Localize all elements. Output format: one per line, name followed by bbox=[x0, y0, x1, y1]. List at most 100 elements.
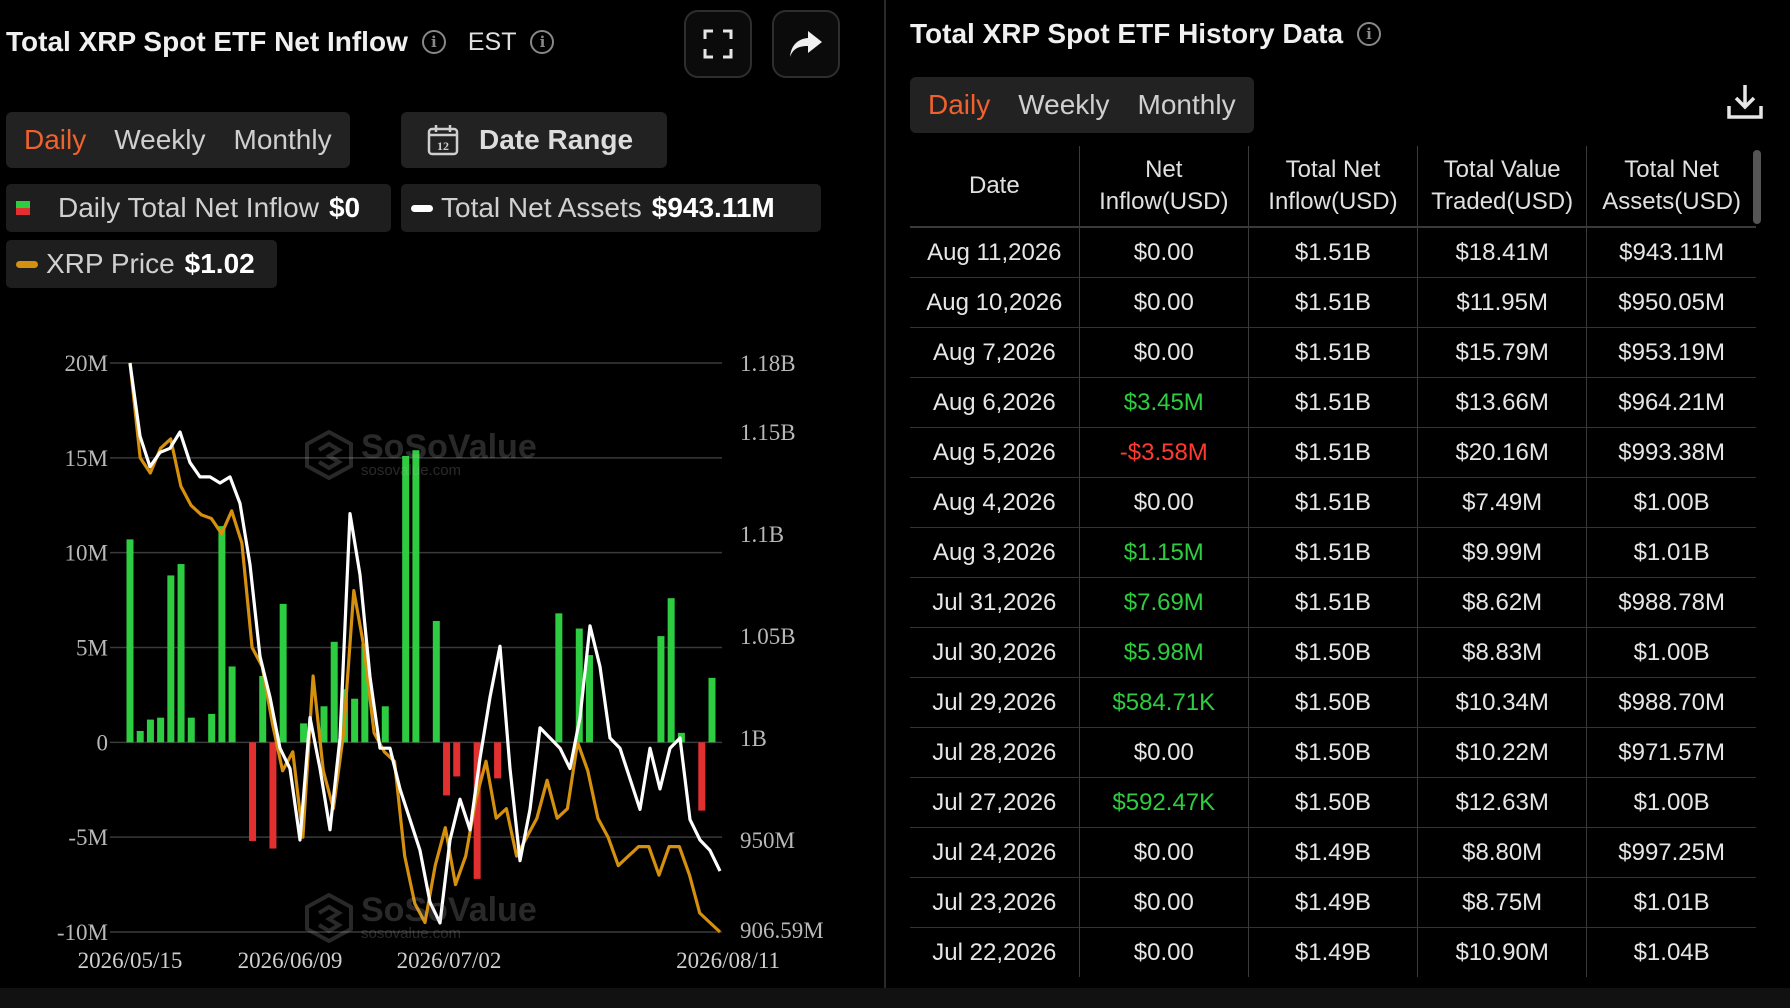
cell-date: Jul 31,2026 bbox=[910, 577, 1080, 628]
tab-monthly[interactable]: Monthly bbox=[233, 124, 332, 155]
cell-net: $0.00 bbox=[1078, 927, 1249, 977]
inflow-bar bbox=[412, 450, 420, 743]
cell-traded: $8.80M bbox=[1417, 827, 1587, 878]
cell-net: $7.69M bbox=[1078, 577, 1249, 628]
cell-total-inflow: $1.50B bbox=[1247, 677, 1418, 728]
inflow-bar bbox=[249, 742, 257, 841]
cell-total-inflow: $1.49B bbox=[1247, 927, 1418, 977]
cell-net: $0.00 bbox=[1078, 277, 1249, 328]
cell-assets: $1.00B bbox=[1586, 627, 1756, 678]
cell-traded: $13.66M bbox=[1417, 377, 1587, 428]
calendar-icon: 12 bbox=[427, 125, 459, 156]
share-button[interactable] bbox=[772, 10, 840, 78]
download-icon[interactable] bbox=[1725, 82, 1765, 122]
cell-assets: $950.05M bbox=[1586, 277, 1756, 328]
table-row: Aug 3,2026 $1.15M $1.51B $9.99M $1.01B bbox=[910, 527, 1756, 578]
history-tab-weekly[interactable]: Weekly bbox=[1018, 89, 1110, 120]
column-header[interactable]: Total Net Inflow(USD) bbox=[1247, 146, 1418, 228]
history-tab-daily[interactable]: Daily bbox=[928, 89, 991, 120]
history-title: Total XRP Spot ETF History Data i bbox=[910, 18, 1382, 50]
cell-date: Jul 30,2026 bbox=[910, 627, 1080, 678]
cell-net: $5.98M bbox=[1078, 627, 1249, 678]
column-header[interactable]: Net Inflow(USD) bbox=[1078, 146, 1249, 228]
x-tick-label: 2026/06/09 bbox=[238, 948, 343, 973]
cell-total-inflow: $1.50B bbox=[1247, 627, 1418, 678]
history-panel: Total XRP Spot ETF History Data i Daily … bbox=[887, 0, 1790, 1008]
left-tick-label: -5M bbox=[68, 825, 108, 850]
cell-total-inflow: $1.50B bbox=[1247, 777, 1418, 828]
cell-assets: $964.21M bbox=[1586, 377, 1756, 428]
assets-swatch bbox=[411, 204, 433, 212]
cell-assets: $1.01B bbox=[1586, 527, 1756, 578]
inflow-bar bbox=[167, 575, 175, 743]
table-row: Aug 5,2026 -$3.58M $1.51B $20.16M $993.38M bbox=[910, 427, 1756, 478]
legend-assets[interactable]: Total Net Assets $943.11M bbox=[401, 184, 821, 232]
cell-traded: $20.16M bbox=[1417, 427, 1587, 478]
cell-net: $1.15M bbox=[1078, 527, 1249, 578]
inflow-bar bbox=[187, 717, 195, 743]
right-tick-label: 950M bbox=[740, 828, 795, 853]
cell-date: Aug 5,2026 bbox=[910, 427, 1080, 478]
inflow-bar bbox=[698, 742, 706, 811]
x-tick-label: 2026/05/15 bbox=[78, 948, 183, 973]
cell-total-inflow: $1.51B bbox=[1247, 226, 1418, 278]
column-header[interactable]: Date bbox=[910, 146, 1080, 228]
inflow-bar bbox=[146, 719, 154, 743]
cell-net: $0.00 bbox=[1078, 727, 1249, 778]
fullscreen-icon bbox=[703, 29, 733, 59]
cell-net: $0.00 bbox=[1078, 877, 1249, 928]
table-row: Jul 31,2026 $7.69M $1.51B $8.62M $988.78M bbox=[910, 577, 1756, 628]
x-tick-label: 2026/08/11 bbox=[676, 948, 780, 973]
legend-price[interactable]: XRP Price $1.02 bbox=[6, 240, 277, 288]
table-row: Jul 22,2026 $0.00 $1.49B $10.90M $1.04B bbox=[910, 927, 1756, 977]
history-table-wrapper[interactable]: Date Net Inflow(USD) Total Net Inflow(USD) To… bbox=[910, 146, 1756, 980]
cell-date: Aug 6,2026 bbox=[910, 377, 1080, 428]
table-row: Aug 10,2026 $0.00 $1.51B $11.95M $950.05M bbox=[910, 277, 1756, 328]
cell-date: Aug 4,2026 bbox=[910, 477, 1080, 528]
cell-date: Aug 10,2026 bbox=[910, 277, 1080, 328]
timezone-info-icon[interactable]: i bbox=[530, 30, 555, 54]
right-axis-ticks: 1.18B 1.15B 1.1B 1.05B 1B 950M 906.59M bbox=[740, 351, 824, 943]
inflow-bar bbox=[432, 620, 440, 743]
xrp-price-line bbox=[128, 362, 722, 934]
cell-traded: $12.63M bbox=[1417, 777, 1587, 828]
column-header[interactable]: Total Value Traded(USD) bbox=[1417, 146, 1587, 228]
cell-date: Jul 22,2026 bbox=[910, 927, 1080, 977]
cell-assets: $988.70M bbox=[1586, 677, 1756, 728]
inflow-bar bbox=[453, 742, 461, 777]
inflow-bar bbox=[361, 643, 369, 743]
cell-total-inflow: $1.51B bbox=[1247, 377, 1418, 428]
column-header[interactable]: Total Net Assets(USD) bbox=[1586, 146, 1756, 228]
total-net-assets-line bbox=[128, 362, 722, 925]
cell-assets: $971.57M bbox=[1586, 727, 1756, 778]
cell-net: $584.71K bbox=[1078, 677, 1249, 728]
cell-total-inflow: $1.49B bbox=[1247, 827, 1418, 878]
info-icon[interactable]: i bbox=[421, 30, 446, 54]
cell-net: $0.00 bbox=[1078, 327, 1249, 378]
left-tick-label: 20M bbox=[65, 351, 108, 376]
table-row: Aug 11,2026 $0.00 $1.51B $18.41M $943.11M bbox=[910, 226, 1756, 278]
tab-weekly[interactable]: Weekly bbox=[114, 124, 206, 155]
table-row: Aug 4,2026 $0.00 $1.51B $7.49M $1.00B bbox=[910, 477, 1756, 528]
cell-traded: $10.22M bbox=[1417, 727, 1587, 778]
cell-assets: $1.01B bbox=[1586, 877, 1756, 928]
date-range-button[interactable]: 12 Date Range bbox=[401, 112, 667, 168]
cell-date: Jul 27,2026 bbox=[910, 777, 1080, 828]
legend-inflow[interactable]: Daily Total Net Inflow $0 bbox=[6, 184, 391, 232]
cell-total-inflow: $1.51B bbox=[1247, 327, 1418, 378]
table-row: Aug 7,2026 $0.00 $1.51B $15.79M $953.19M bbox=[910, 327, 1756, 378]
history-info-icon[interactable]: i bbox=[1357, 22, 1382, 46]
tab-daily[interactable]: Daily bbox=[24, 124, 87, 155]
inflow-bar bbox=[228, 666, 236, 743]
cell-net: -$3.58M bbox=[1078, 427, 1249, 478]
fullscreen-button[interactable] bbox=[684, 10, 752, 78]
cell-total-inflow: $1.51B bbox=[1247, 277, 1418, 328]
cell-date: Jul 28,2026 bbox=[910, 727, 1080, 778]
cell-assets: $1.00B bbox=[1586, 777, 1756, 828]
table-scrollbar[interactable] bbox=[1753, 150, 1761, 224]
cell-traded: $8.75M bbox=[1417, 877, 1587, 928]
history-tab-monthly[interactable]: Monthly bbox=[1137, 89, 1236, 120]
inflow-bar bbox=[381, 706, 389, 743]
cell-date: Aug 3,2026 bbox=[910, 527, 1080, 578]
